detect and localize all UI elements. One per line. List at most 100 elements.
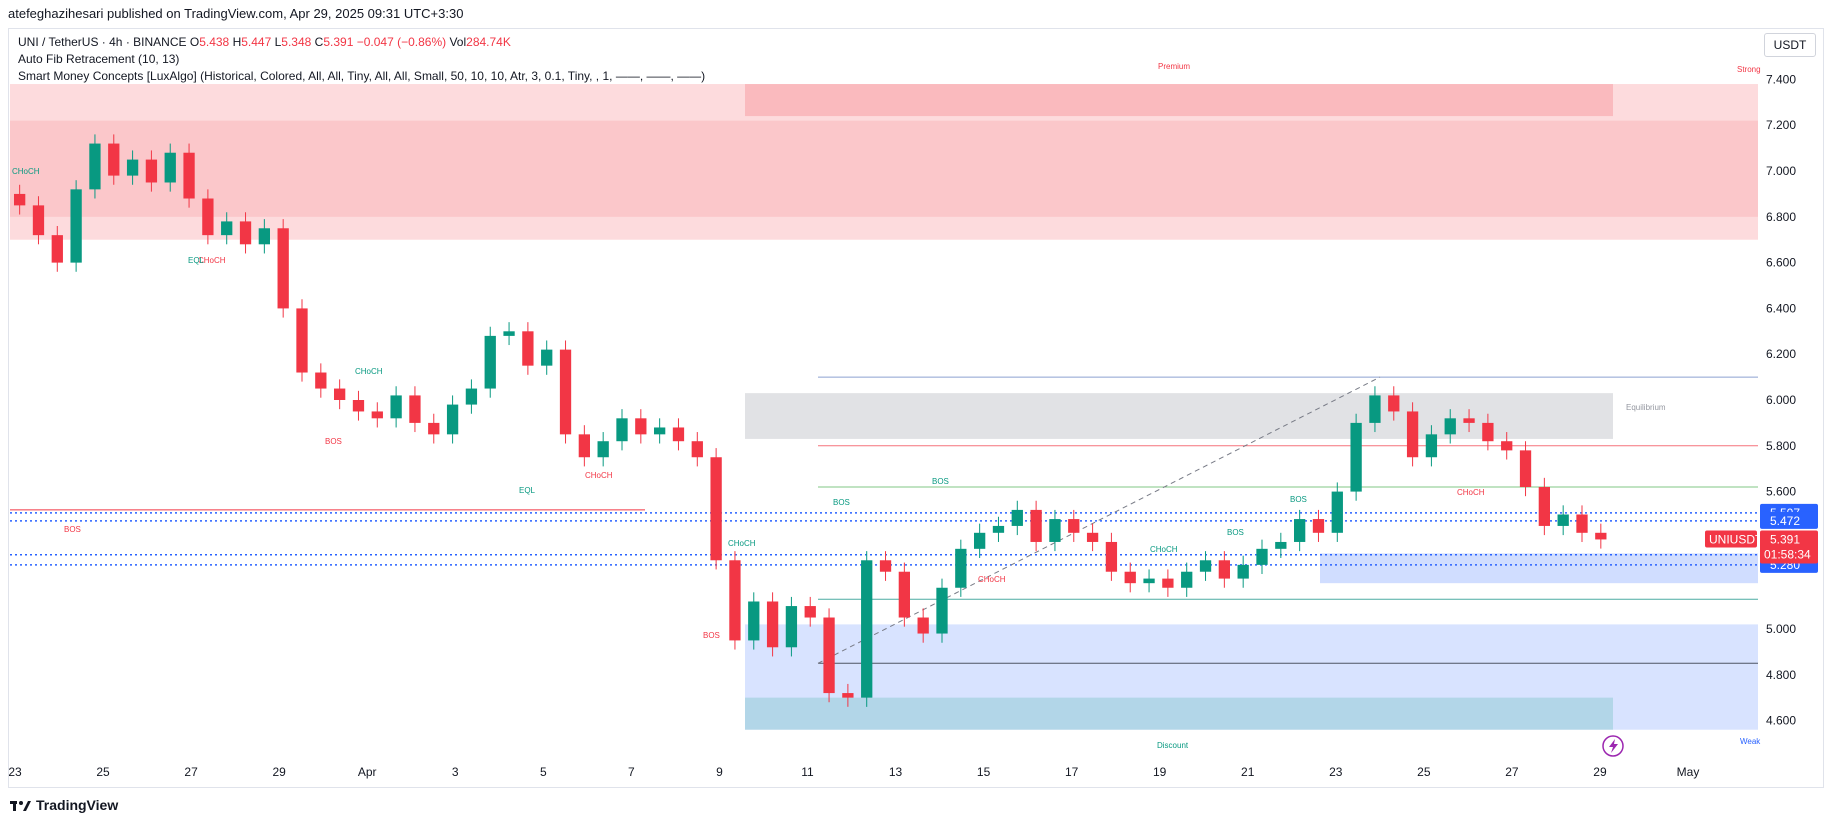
zones-layer: [10, 84, 1758, 730]
y-tick-label: 5.600: [1766, 485, 1796, 499]
eql-label: EQL: [519, 486, 536, 495]
candle-body: [1425, 434, 1438, 458]
legend-indicator-smc[interactable]: Smart Money Concepts [LuxAlgo] (Historic…: [18, 69, 706, 83]
candle-body: [1312, 519, 1325, 533]
candle-body: [1199, 560, 1212, 572]
annotations-layer: Premium Equilibrium Discount Strong Weak BOS B…: [12, 62, 1761, 750]
x-tick-label: 9: [716, 765, 723, 779]
legend-low-value: 5.348: [281, 35, 312, 49]
candle-body: [823, 617, 835, 694]
legend-change: −0.047 (−0.86%): [356, 35, 447, 49]
candle-body: [1256, 548, 1268, 565]
x-tick-label: 25: [1417, 765, 1431, 779]
legend-symbol[interactable]: UNI / TetherUS · 4h · BINANCE: [18, 35, 187, 49]
candle-body: [484, 335, 496, 389]
candle-body: [710, 457, 722, 561]
x-tick-label: 23: [8, 765, 22, 779]
candle-body: [1463, 418, 1475, 423]
zone-discount-bottom: [745, 697, 1613, 730]
candle-body: [1331, 491, 1343, 533]
candle-body: [1181, 571, 1193, 588]
currency-button[interactable]: USDT: [1764, 33, 1816, 57]
x-tick-label: 29: [1593, 765, 1607, 779]
candle-body: [315, 372, 327, 389]
legend-indicator-fib[interactable]: Auto Fib Retracement (10, 13): [18, 52, 180, 66]
candle-body: [917, 617, 929, 634]
candle-body: [1350, 422, 1362, 492]
candle-body: [1086, 532, 1099, 542]
candle-body: [1275, 541, 1287, 549]
candle-body: [748, 601, 760, 641]
candle-body: [1049, 519, 1061, 542]
y-tick-label: 6.800: [1766, 210, 1796, 224]
candle-body: [465, 388, 478, 405]
candle-body: [145, 159, 158, 183]
candle-body: [672, 427, 685, 442]
candles-layer: [14, 134, 1607, 707]
discount-label: Discount: [1157, 741, 1189, 750]
candle-body: [32, 205, 45, 236]
candle-body: [164, 152, 176, 183]
candle-body: [277, 228, 289, 309]
price-level-text: 5.472: [1770, 514, 1800, 528]
x-axis: 23 25 27 29 Apr 3 5 7 9 11 13 15 17 19 21 23 25 27 29 May: [8, 765, 1699, 779]
legend-open-value: 5.438: [199, 35, 230, 49]
y-axis: 7.400 7.200 7.000 6.800 6.600 6.400 6.200 6.000…: [1766, 72, 1796, 727]
y-tick-label: 6.400: [1766, 301, 1796, 315]
strong-label: Strong: [1737, 65, 1761, 74]
candle-body: [221, 221, 233, 236]
x-tick-label: 27: [184, 765, 198, 779]
candle-body: [1011, 509, 1023, 526]
candle-body: [183, 152, 195, 199]
candle-body: [14, 193, 26, 206]
choch-label: CHoCH: [1150, 545, 1178, 554]
candle-body: [1369, 395, 1381, 423]
bos-label: BOS: [1227, 528, 1244, 537]
equilibrium-label: Equilibrium: [1626, 403, 1666, 412]
candle-body: [1030, 509, 1042, 542]
x-tick-label: 19: [1153, 765, 1167, 779]
tradingview-logo-icon: [10, 801, 31, 811]
y-tick-label: 5.000: [1766, 622, 1796, 636]
candle-body: [126, 159, 139, 176]
x-tick-label: 13: [889, 765, 903, 779]
candle-body: [1557, 514, 1569, 526]
candle-body: [559, 349, 572, 435]
choch-label: CHoCH: [12, 167, 40, 176]
footer-brand[interactable]: TradingView: [10, 797, 118, 813]
x-tick-label: 17: [1065, 765, 1079, 779]
candle-body: [1068, 519, 1080, 533]
candle-body: [70, 189, 82, 263]
candle-body: [1237, 564, 1249, 579]
zone-premium-top: [745, 84, 1613, 117]
candle-body: [1482, 422, 1494, 442]
candle-body: [89, 143, 101, 190]
candle-body: [371, 411, 383, 419]
candle-body: [842, 693, 854, 698]
zone-premium-inner: [10, 120, 1758, 217]
candle-body: [51, 235, 63, 263]
x-tick-label: 25: [96, 765, 110, 779]
x-tick-label: Apr: [358, 765, 377, 779]
weak-label: Weak: [1740, 737, 1761, 746]
bos-label: BOS: [703, 631, 720, 640]
y-tick-label: 6.000: [1766, 393, 1796, 407]
x-tick-label: 29: [272, 765, 286, 779]
candle-body: [879, 560, 892, 572]
y-tick-label: 7.400: [1766, 72, 1796, 86]
choch-label: CHoCH: [728, 539, 756, 548]
candle-body: [202, 198, 214, 236]
x-tick-label: May: [1677, 765, 1700, 779]
bos-label: BOS: [833, 498, 850, 507]
legend-close-value: 5.391: [323, 35, 354, 49]
bos-label: BOS: [325, 437, 342, 446]
symbol-tag-box: [1705, 530, 1757, 548]
x-tick-label: 7: [628, 765, 635, 779]
candle-body: [1124, 571, 1136, 584]
candle-body: [578, 434, 590, 458]
premium-label: Premium: [1158, 62, 1190, 71]
candle-body: [1406, 411, 1419, 458]
candle-body: [428, 422, 440, 435]
